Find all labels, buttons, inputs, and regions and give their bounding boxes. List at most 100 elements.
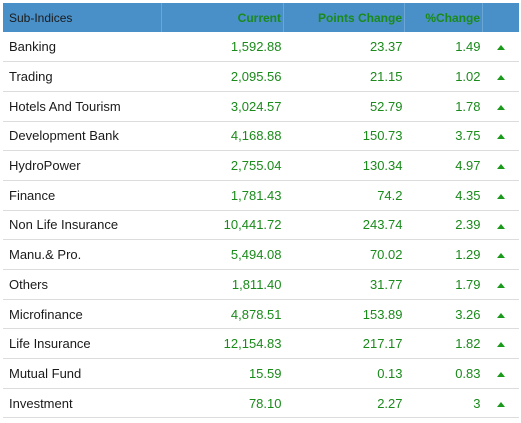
table-row[interactable]: Manu.& Pro. 5,494.08 70.02 1.29 (3, 240, 519, 270)
percent-change-value: 2.39 (405, 210, 483, 240)
table-row[interactable]: Trading 2,095.56 21.15 1.02 (3, 62, 519, 92)
points-change-text: 0.13 (377, 365, 403, 381)
percent-change-text: 3.26 (455, 306, 481, 322)
table-body: Banking 1,592.88 23.37 1.49 Trading 2,095.56 2… (3, 32, 519, 418)
table-row[interactable]: Others 1,811.40 31.77 1.79 (3, 270, 519, 300)
trend-cell (483, 388, 520, 418)
percent-change-text: 1.82 (455, 336, 481, 352)
up-arrow-icon (496, 193, 505, 199)
points-change-text: 74.2 (377, 187, 403, 203)
percent-change-text: 1.02 (455, 69, 481, 85)
current-value: 1,781.43 (162, 180, 284, 210)
percent-change-text: 1.29 (455, 247, 481, 263)
percent-change-text: 3.75 (455, 128, 481, 144)
table-row[interactable]: Life Insurance 12,154.83 217.17 1.82 (3, 329, 519, 359)
points-change-text: 217.17 (362, 336, 403, 352)
points-change-text: 70.02 (369, 247, 403, 263)
table-row[interactable]: HydroPower 2,755.04 130.34 4.97 (3, 151, 519, 181)
sub-index-name: Mutual Fund (9, 365, 82, 381)
percent-change-value: 0.83 (405, 359, 483, 389)
percent-change-value: 1.02 (405, 62, 483, 92)
table-row[interactable]: Non Life Insurance 10,441.72 243.74 2.39 (3, 210, 519, 240)
points-change-value: 70.02 (284, 240, 405, 270)
current-value-text: 3,024.57 (230, 98, 282, 114)
sub-index-name: Non Life Insurance (9, 217, 119, 233)
trend-cell (483, 359, 520, 389)
current-value-text: 1,781.43 (230, 187, 282, 203)
trend-cell (483, 62, 520, 92)
current-value-text: 15.59 (248, 365, 282, 381)
current-value: 12,154.83 (162, 329, 284, 359)
percent-change-value: 4.35 (405, 180, 483, 210)
points-change-text: 153.89 (362, 306, 403, 322)
table-row[interactable]: Investment 78.10 2.27 3 (3, 388, 519, 418)
sub-index-name: Life Insurance (9, 336, 91, 352)
percent-change-value: 3.75 (405, 121, 483, 151)
current-value-text: 2,095.56 (230, 69, 282, 85)
points-change-value: 150.73 (284, 121, 405, 151)
sub-indices-table-container: Sub-Indices Current Points Change %Chang… (3, 3, 519, 418)
trend-cell (483, 91, 520, 121)
column-header-percent-change-label: %Change (425, 10, 480, 25)
trend-cell (483, 210, 520, 240)
current-value-text: 4,878.51 (230, 306, 282, 322)
up-arrow-icon (496, 164, 505, 170)
trend-cell (483, 270, 520, 300)
current-value: 10,441.72 (162, 210, 284, 240)
sub-index-name: Microfinance (9, 306, 83, 322)
current-value: 78.10 (162, 388, 284, 418)
percent-change-value: 3 (405, 388, 483, 418)
up-arrow-icon (496, 282, 505, 288)
current-value-text: 1,592.88 (230, 39, 282, 55)
trend-cell (483, 299, 520, 329)
points-change-text: 2.27 (377, 395, 403, 411)
sub-index-name: Trading (9, 69, 53, 85)
up-arrow-icon (496, 401, 505, 407)
table-row[interactable]: Banking 1,592.88 23.37 1.49 (3, 32, 519, 62)
column-header-percent-change[interactable]: %Change (404, 3, 483, 32)
percent-change-value: 1.78 (405, 91, 483, 121)
up-arrow-icon (496, 104, 505, 110)
current-value: 1,592.88 (162, 32, 284, 62)
table-row[interactable]: Microfinance 4,878.51 153.89 3.26 (3, 299, 519, 329)
column-header-points-change[interactable]: Points Change (283, 3, 405, 32)
points-change-value: 153.89 (284, 299, 405, 329)
current-value-text: 10,441.72 (223, 217, 282, 233)
percent-change-value: 1.79 (405, 270, 483, 300)
points-change-value: 2.27 (284, 388, 405, 418)
column-header-current[interactable]: Current (161, 3, 284, 32)
column-header-current-label: Current (237, 10, 281, 25)
percent-change-value: 1.49 (405, 32, 483, 62)
table-row[interactable]: Development Bank 4,168.88 150.73 3.75 (3, 121, 519, 151)
table-row[interactable]: Hotels And Tourism 3,024.57 52.79 1.78 (3, 91, 520, 122)
percent-change-value: 3.26 (405, 299, 483, 329)
percent-change-text: 4.97 (455, 158, 481, 174)
points-change-value: 21.15 (284, 62, 405, 92)
current-value-text: 12,154.83 (223, 336, 282, 352)
trend-cell (483, 121, 520, 151)
percent-change-text: 2.39 (455, 217, 481, 233)
current-value: 2,095.56 (162, 62, 284, 92)
sub-index-name: Hotels And Tourism (9, 98, 121, 114)
up-arrow-icon (496, 134, 505, 140)
points-change-value: 23.37 (284, 32, 405, 62)
sub-index-name: Investment (9, 395, 73, 411)
up-arrow-icon (496, 371, 505, 377)
up-arrow-icon (496, 75, 505, 81)
column-header-sub-indices[interactable]: Sub-Indices (3, 3, 162, 32)
up-arrow-icon (496, 342, 505, 348)
percent-change-text: 1.78 (455, 98, 481, 114)
points-change-value: 217.17 (284, 329, 405, 359)
sub-index-name: HydroPower (9, 158, 81, 174)
current-value: 1,811.40 (162, 270, 284, 300)
table-row[interactable]: Mutual Fund 15.59 0.13 0.83 (3, 359, 519, 389)
points-change-value: 243.74 (284, 210, 405, 240)
up-arrow-icon (496, 223, 505, 229)
current-value-text: 4,168.88 (230, 128, 282, 144)
current-value: 15.59 (162, 359, 284, 389)
current-value-text: 78.10 (248, 395, 282, 411)
sub-indices-table: Sub-Indices Current Points Change %Chang… (3, 3, 519, 418)
current-value-text: 5,494.08 (230, 247, 282, 263)
table-row[interactable]: Finance 1,781.43 74.2 4.35 (3, 180, 519, 211)
up-arrow-icon (496, 45, 505, 51)
